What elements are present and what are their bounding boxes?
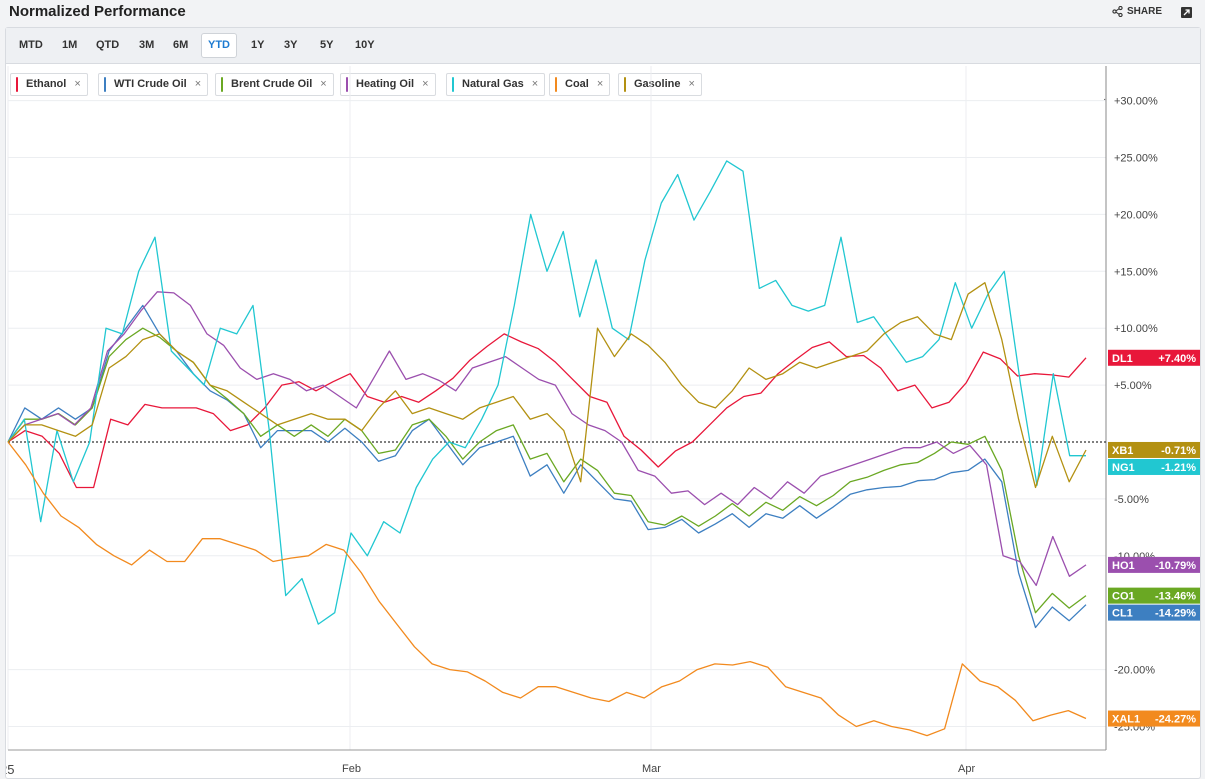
legend-color-swatch [16,77,18,92]
legend-chip-natural-gas[interactable]: Natural Gas × [446,73,546,96]
range-button-6m[interactable]: 6M [173,39,189,51]
range-button-3m[interactable]: 3M [139,39,155,51]
range-button-1y[interactable]: 1Y [251,39,265,51]
legend-color-swatch [452,77,454,92]
y-tick-label: +20.00% [1114,209,1158,221]
x-tick-label: Mar [642,763,661,775]
y-tick-label: +10.00% [1114,323,1158,335]
y-tick-label: +15.00% [1114,266,1158,278]
y-tick-label: +30.00% [1114,96,1158,108]
remove-series-icon[interactable]: × [531,78,539,90]
legend-label: Brent Crude Oil [231,78,313,90]
series-line-heating-oil[interactable] [7,291,1087,587]
range-button-qtd[interactable]: QTD [96,39,120,51]
remove-series-icon[interactable]: × [688,78,695,90]
legend-label: Coal [565,78,589,90]
series-line-ethanol[interactable] [7,333,1087,489]
legend-color-swatch [221,77,223,92]
series-symbol: CL1 [1112,608,1133,620]
series-last-value: -14.29% [1155,608,1196,620]
series-end-badge [1108,458,1200,475]
series-symbol: HO1 [1112,560,1135,572]
remove-series-icon[interactable]: × [194,78,202,90]
series-symbol: XB1 [1112,445,1133,457]
legend-color-swatch [346,77,348,92]
range-selector: MTD 1M QTD 3M 6M YTD 1Y 3Y 5Y 10Y [6,28,1200,64]
remove-series-icon[interactable]: × [320,78,327,90]
series-line-wti-crude-oil[interactable] [7,304,1087,629]
range-button-ytd[interactable]: YTD [201,33,237,58]
share-label: SHARE [1127,6,1163,17]
legend-chip-gasoline[interactable]: Gasoline × [618,73,702,96]
y-tick-label: +5.00% [1114,380,1152,392]
range-button-5y[interactable]: 5Y [320,39,334,51]
series-line-brent-crude-oil[interactable] [7,327,1087,614]
series-end-badge [1108,604,1200,621]
range-button-3y[interactable]: 3Y [284,39,298,51]
legend-label: Ethanol [26,78,67,90]
series-end-badge [1108,349,1200,366]
chart-menu-icon[interactable]: · [1103,94,1107,105]
legend-label: Natural Gas [462,78,524,90]
series-end-badge [1108,710,1200,727]
series-symbol: CO1 [1112,591,1135,603]
series-symbol: XAL1 [1112,714,1140,726]
legend-color-swatch [104,77,106,92]
series-last-value: -24.27% [1155,714,1196,726]
series-symbol: DL1 [1112,353,1133,365]
series-last-value: +7.40% [1158,353,1196,365]
share-button[interactable]: SHARE [1112,6,1162,17]
legend-color-swatch [555,77,557,92]
y-tick-label: -20.00% [1114,665,1155,677]
remove-series-icon[interactable]: × [74,78,81,90]
legend-chip-heating-oil[interactable]: Heating Oil × [340,73,436,96]
legend-label: Gasoline [634,78,681,90]
x-tick-label: Apr [958,763,975,775]
series-last-value: -10.79% [1155,560,1196,572]
share-icon [1112,6,1123,17]
expand-icon[interactable] [1181,7,1192,18]
series-end-badge [1108,556,1200,573]
y-tick-label: -5.00% [1114,494,1149,506]
legend-label: Heating Oil [356,78,415,90]
legend-label: WTI Crude Oil [114,78,187,90]
header: Normalized Performance SHARE [0,0,1205,26]
series-line-coal[interactable] [7,441,1087,737]
chart-panel: MTD 1M QTD 3M 6M YTD 1Y 3Y 5Y 10Y Ethanol × WTI Cru… [5,27,1201,779]
x-tick-label: 25 [6,762,14,777]
range-button-1m[interactable]: 1M [62,39,78,51]
remove-series-icon[interactable]: × [596,78,604,90]
legend-chip-brent-crude-oil[interactable]: Brent Crude Oil × [215,73,334,96]
legend-chip-coal[interactable]: Coal × [549,73,611,96]
page-title: Normalized Performance [9,3,186,20]
x-tick-label: Feb [342,763,361,775]
line-chart: +30.00% +25.00% +20.00% +15.00% +10.00% +5.00… [6,66,1200,777]
legend-chip-wti-crude-oil[interactable]: WTI Crude Oil × [98,73,209,96]
series-end-badge [1108,587,1200,604]
series-last-value: -1.21% [1161,462,1196,474]
series-last-value: -13.46% [1155,591,1196,603]
legend-color-swatch [624,77,626,92]
range-button-10y[interactable]: 10Y [355,39,375,51]
series-line-gasoline[interactable] [7,282,1087,489]
range-button-mtd[interactable]: MTD [19,39,43,51]
remove-series-icon[interactable]: × [422,78,429,90]
y-tick-label: +25.00% [1114,153,1158,165]
series-line-natural-gas[interactable] [7,160,1086,625]
series-last-value: -0.71% [1161,445,1196,457]
series-end-badge [1108,441,1200,458]
legend-chip-ethanol[interactable]: Ethanol × [10,73,88,96]
series-symbol: NG1 [1112,462,1135,474]
